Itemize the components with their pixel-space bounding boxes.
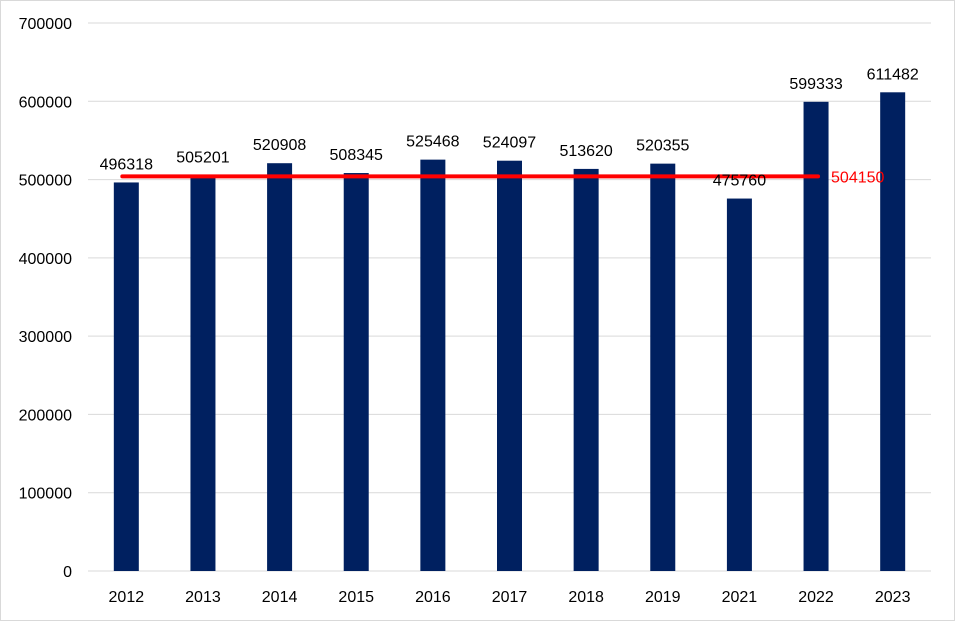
y-tick-label: 100000	[19, 486, 72, 503]
y-axis-tick-labels: 0 100000 200000 300000 400000 500000 600000 700…	[19, 16, 72, 581]
x-tick-label: 2023	[875, 589, 911, 606]
x-tick-label: 2016	[415, 589, 451, 606]
bar	[420, 159, 446, 572]
bar	[650, 163, 676, 572]
data-label: 513620	[559, 143, 612, 160]
x-tick-label: 2018	[568, 589, 604, 606]
x-tick-label: 2017	[492, 589, 528, 606]
bar	[113, 182, 139, 571]
x-tick-label: 2014	[262, 589, 298, 606]
x-tick-label: 2012	[109, 589, 145, 606]
x-tick-label: 2013	[185, 589, 221, 606]
bar	[726, 198, 752, 571]
bar	[573, 168, 599, 571]
data-label: 524097	[483, 135, 536, 152]
data-label: 475760	[713, 173, 766, 190]
data-label: 599333	[789, 76, 842, 93]
data-label: 520355	[636, 138, 689, 155]
average-reference: 504150	[120, 169, 885, 186]
y-tick-label: 200000	[19, 407, 72, 424]
y-tick-label: 400000	[19, 251, 72, 268]
data-labels: 496318 505201 520908 508345 525468 524097 5136…	[100, 66, 919, 189]
x-tick-label: 2022	[798, 589, 834, 606]
bar	[267, 163, 293, 572]
y-tick-label: 600000	[19, 94, 72, 111]
x-axis-category-labels: 2012 2013 2014 2015 2016 2017 2018 2019 2021 2022…	[109, 589, 911, 606]
data-label: 520908	[253, 137, 306, 154]
y-tick-label: 500000	[19, 173, 72, 190]
bar	[190, 175, 216, 571]
bar	[803, 101, 829, 572]
data-label: 505201	[176, 149, 229, 166]
data-label: 496318	[100, 156, 153, 173]
bar	[497, 160, 522, 572]
y-tick-label: 0	[63, 564, 72, 581]
data-label: 611482	[867, 66, 919, 83]
x-tick-label: 2021	[722, 589, 758, 606]
bar	[880, 92, 906, 572]
x-tick-label: 2015	[338, 589, 374, 606]
y-tick-label: 300000	[19, 329, 72, 346]
average-line-label: 504150	[831, 169, 884, 186]
data-label: 508345	[330, 147, 383, 164]
bar	[343, 173, 369, 571]
data-label: 525468	[406, 134, 459, 151]
bars	[113, 92, 906, 572]
y-tick-label: 700000	[19, 16, 72, 33]
x-tick-label: 2019	[645, 589, 681, 606]
